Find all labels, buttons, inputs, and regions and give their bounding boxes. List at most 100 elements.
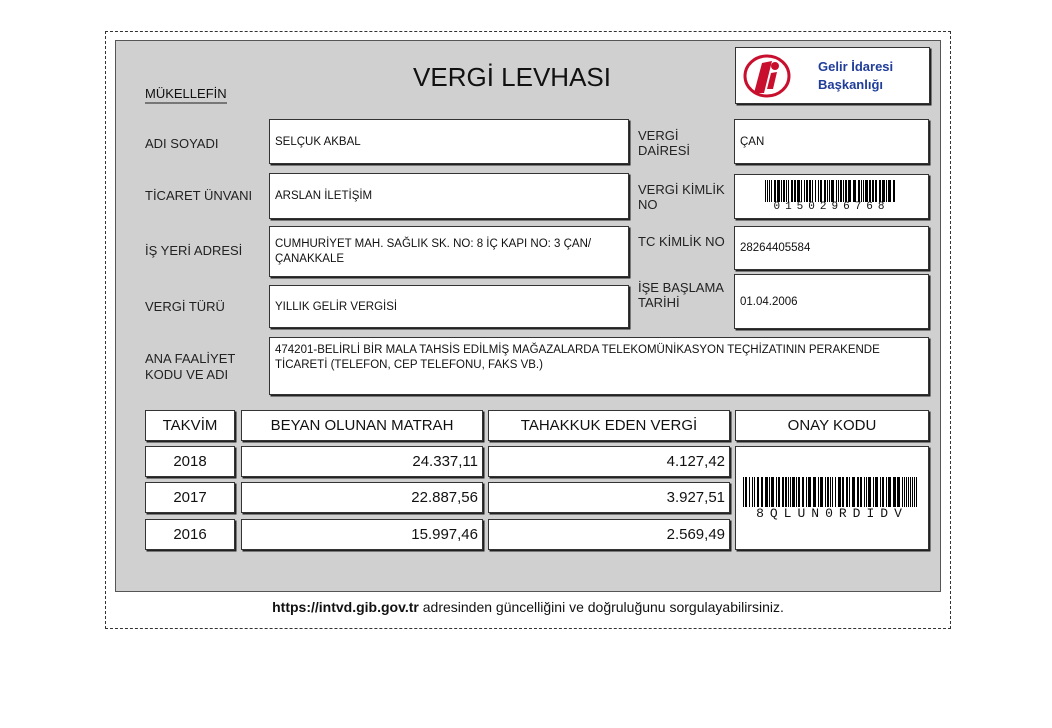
barcode-bar: [766, 180, 768, 202]
ticaret-unvani-value: ARSLAN İLETİŞİM: [269, 173, 629, 219]
barcode-bar: [874, 180, 877, 202]
table-row-matrah: 24.337,11: [241, 446, 483, 477]
barcode-bar: [773, 180, 776, 202]
barcode-bar: [908, 477, 909, 507]
barcode-bar: [800, 180, 802, 202]
barcode-bar: [839, 180, 842, 202]
adi-soyadi-label: ADI SOYADI: [145, 136, 219, 151]
onay-kodu-value: 8QLUN0RDIDV: [756, 506, 908, 521]
barcode-bar: [868, 180, 871, 202]
ise-baslama-value: 01.04.2006: [734, 274, 929, 329]
barcode-bar: [771, 477, 774, 507]
page-title: VERGİ LEVHASI: [413, 62, 611, 92]
barcode-bar: [817, 180, 819, 202]
barcode-bar: [885, 180, 887, 202]
barcode-bar: [849, 477, 850, 507]
barcode-bar: [808, 477, 811, 507]
ticaret-unvani-label: TİCARET ÜNVANI: [145, 188, 253, 203]
barcode-bar: [906, 477, 907, 507]
table-row-year: 2016: [145, 519, 235, 550]
barcode-bar: [785, 180, 787, 202]
barcode-bar: [847, 180, 851, 202]
barcode-bar: [752, 477, 753, 507]
barcode-bar: [813, 477, 816, 507]
barcode-bar: [830, 180, 834, 202]
document-border: [105, 31, 951, 629]
vergi-turu-value: YILLIK GELİR VERGİSİ: [269, 285, 629, 328]
barcode-bar: [864, 477, 865, 507]
vergi-dairesi-value: ÇAN: [734, 119, 929, 164]
barcode-bar: [830, 477, 831, 507]
barcode-bar: [757, 477, 759, 507]
barcode-bar: [893, 477, 896, 507]
barcode-bar: [818, 477, 819, 507]
barcode-bar: [764, 180, 766, 202]
header-matrah: BEYAN OLUNAN MATRAH: [241, 410, 483, 441]
barcode-bar: [796, 477, 797, 507]
header-onay-kodu: ONAY KODU: [735, 410, 929, 441]
section-label: MÜKELLEFİN: [145, 86, 227, 104]
gib-logo: Gelir İdaresi Başkanlığı: [735, 47, 930, 104]
barcode-bar: [887, 180, 891, 202]
barcode-bar: [912, 477, 913, 507]
barcode-bar: [842, 477, 844, 507]
barcode-bar: [782, 477, 784, 507]
barcode-bar: [802, 477, 804, 507]
barcode-bar: [916, 477, 917, 507]
barcode-bar: [914, 477, 915, 507]
barcode-bar: [788, 477, 789, 507]
barcode-bar: [835, 180, 837, 202]
barcode-bar: [787, 180, 789, 202]
logo-text-line1: Gelir İdaresi: [818, 58, 894, 74]
barcode-bar: [878, 180, 881, 202]
barcode-bar: [832, 477, 833, 507]
ana-faaliyet-value: 474201-BELİRLİ BİR MALA TAHSİS EDİLMİŞ M…: [269, 337, 929, 395]
barcode-bar: [749, 477, 750, 507]
barcode-bar: [857, 180, 860, 202]
barcode-bar: [793, 180, 796, 202]
tc-kimlik-no-value: 28264405584: [734, 226, 929, 270]
barcode-bar: [868, 477, 871, 507]
verification-link[interactable]: https://intvd.gib.gov.tr: [272, 599, 419, 615]
barcode-bar: [823, 180, 826, 202]
barcode-bar: [873, 477, 874, 507]
vergi-kimlik-no-label: VERGİ KİMLİK NO: [638, 182, 725, 212]
barcode-bar: [882, 477, 884, 507]
verification-footer: https://intvd.gib.gov.tr adresinden günc…: [105, 599, 951, 615]
ise-baslama-label: İŞE BAŞLAMA TARİHİ: [638, 280, 724, 310]
barcode-bar: [782, 180, 785, 202]
ana-faaliyet-label: ANA FAALİYET KODU VE ADI: [145, 351, 236, 382]
barcode-bar: [790, 180, 793, 202]
barcode-bar: [796, 180, 800, 202]
table-row-matrah: 22.887,56: [241, 482, 483, 513]
barcode-bar: [776, 477, 777, 507]
barcode-bar: [902, 477, 903, 507]
barcode-bar: [860, 477, 862, 507]
barcode-icon: [764, 180, 895, 202]
tc-kimlik-no-label: TC KİMLİK NO: [638, 234, 725, 249]
barcode-bar: [776, 180, 780, 202]
barcode-bar: [745, 477, 747, 507]
vergi-kimlik-no-value: 0150296768: [773, 201, 890, 213]
barcode-bar: [904, 477, 905, 507]
barcode-bar: [857, 477, 859, 507]
barcode-bar: [808, 180, 811, 202]
barcode-bar: [785, 477, 787, 507]
is-yeri-adresi-value: CUMHURİYET MAH. SAĞLIK SK. NO: 8 İÇ KAPI…: [269, 226, 629, 277]
barcode-bar: [754, 477, 755, 507]
barcode-bar: [852, 477, 855, 507]
barcode-bar: [819, 180, 822, 202]
barcode-bar: [897, 477, 900, 507]
barcode-bar: [770, 180, 772, 202]
table-row-year: 2018: [145, 446, 235, 477]
barcode-bar: [862, 180, 864, 202]
barcode-bar: [798, 477, 800, 507]
barcode-icon: [743, 477, 917, 507]
barcode-bar: [852, 180, 856, 202]
barcode-bar: [778, 477, 780, 507]
vergi-dairesi-label: VERGİ DAİRESİ: [638, 128, 691, 158]
barcode-bar: [827, 477, 829, 507]
vergi-kimlik-barcode: 0150296768: [734, 174, 929, 219]
barcode-bar: [792, 477, 795, 507]
barcode-bar: [765, 477, 768, 507]
